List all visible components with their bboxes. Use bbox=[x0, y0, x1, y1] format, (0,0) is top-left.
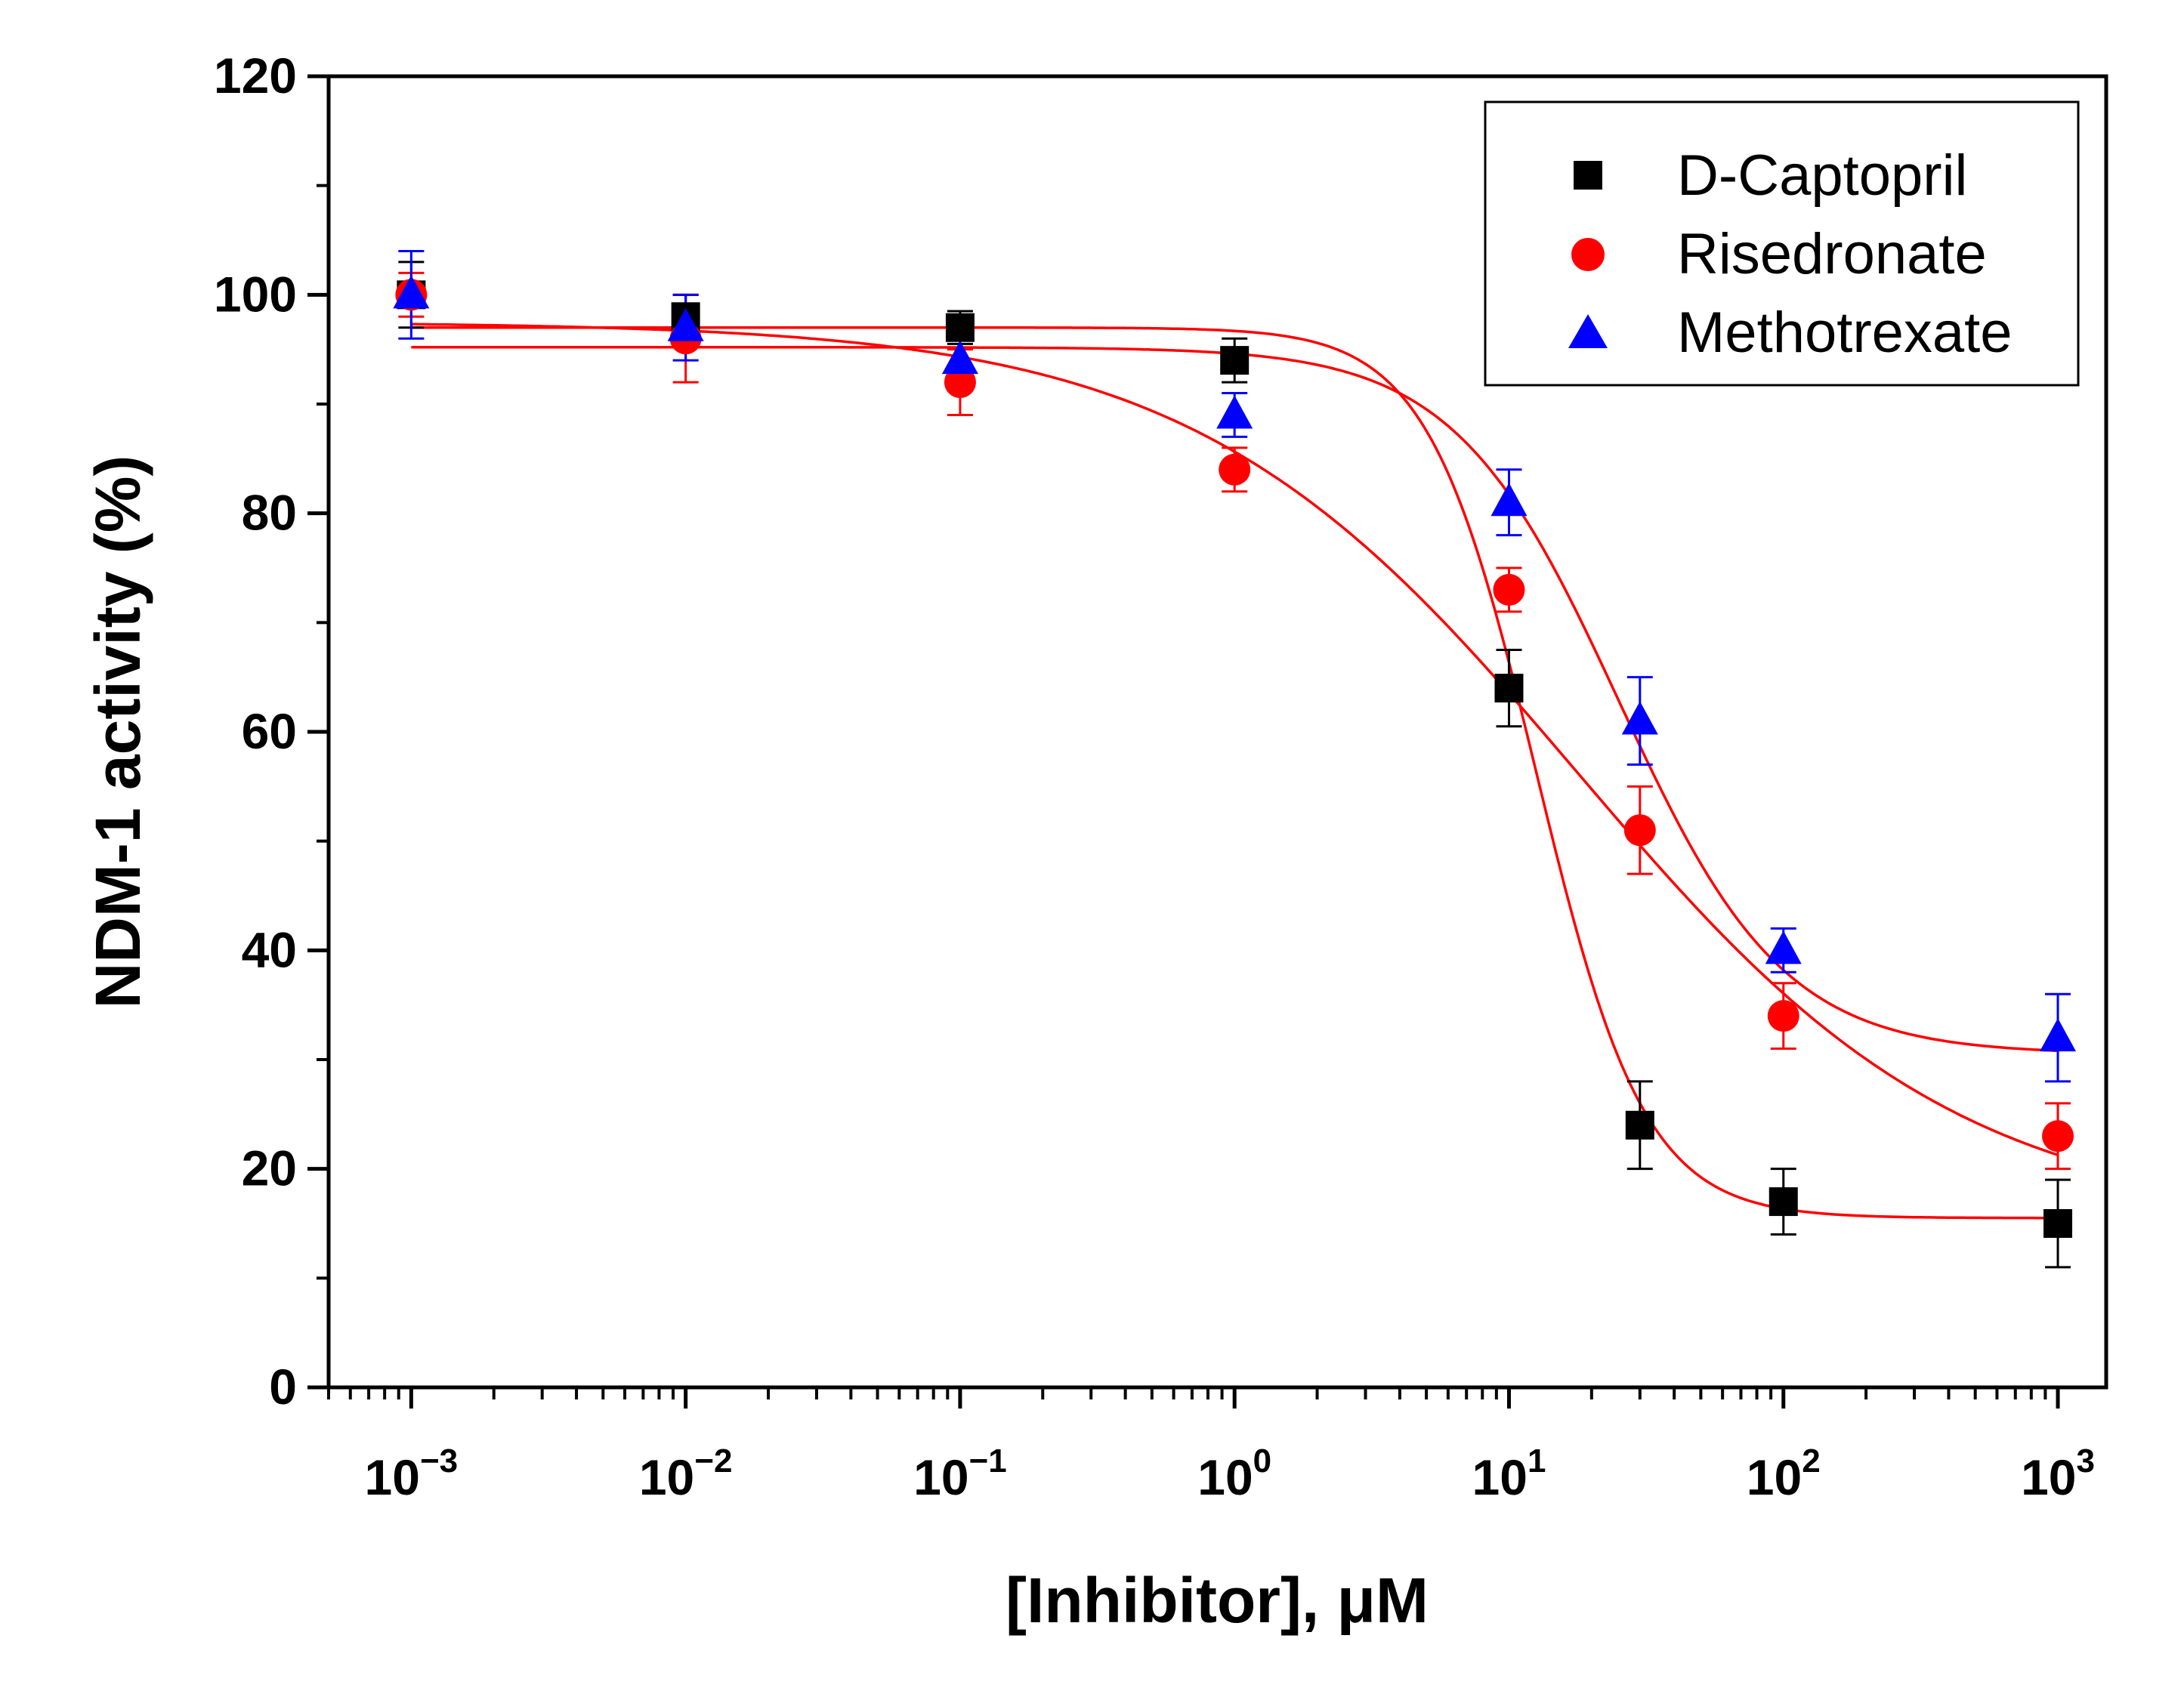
y-tick-label: 80 bbox=[242, 485, 297, 541]
data-point-d-captopril bbox=[2043, 1209, 2073, 1238]
data-point-risedronate bbox=[2042, 1120, 2074, 1152]
data-point-d-captopril bbox=[1494, 674, 1524, 703]
legend: D-Captopril Risedronate Methotrexate bbox=[1484, 100, 2080, 387]
x-tick-label: 103 bbox=[2021, 1443, 2095, 1505]
x-axis-title: [Inhibitor], μM bbox=[1006, 1565, 1429, 1636]
x-tick-label: 10−2 bbox=[639, 1443, 733, 1505]
y-tick-label: 40 bbox=[242, 921, 297, 977]
y-tick-label: 120 bbox=[214, 48, 297, 103]
legend-label-risedronate: Risedronate bbox=[1677, 222, 1987, 286]
data-point-risedronate bbox=[944, 366, 976, 399]
data-point-risedronate bbox=[1623, 814, 1656, 847]
data-point-methotrexate bbox=[667, 307, 704, 341]
data-point-methotrexate bbox=[941, 341, 978, 375]
data-point-methotrexate bbox=[1490, 483, 1528, 517]
x-tick-label: 100 bbox=[1197, 1443, 1271, 1505]
data-point-methotrexate bbox=[1621, 701, 1658, 735]
data-point-d-captopril bbox=[1625, 1110, 1654, 1140]
legend-label-methotrexate: Methotrexate bbox=[1677, 301, 2013, 365]
x-tick-label: 101 bbox=[1472, 1443, 1546, 1505]
data-point-risedronate bbox=[1493, 573, 1525, 606]
legend-marker-methotrexate bbox=[1568, 314, 1608, 348]
legend-label-d-captopril: D-Captopril bbox=[1677, 143, 1967, 208]
legend-marker-d-captopril bbox=[1574, 161, 1602, 190]
data-point-methotrexate bbox=[1765, 930, 1802, 964]
legend-marker-risedronate bbox=[1571, 238, 1605, 271]
y-axis: 0 20 40 60 80 100 120 bbox=[214, 48, 329, 1415]
x-tick-label: 102 bbox=[1747, 1443, 1821, 1505]
data-point-methotrexate bbox=[393, 275, 430, 309]
y-axis-title: NDM-1 activity (%) bbox=[82, 455, 153, 1009]
x-tick-label: 10−1 bbox=[913, 1443, 1007, 1505]
data-point-d-captopril bbox=[945, 313, 975, 342]
y-tick-label: 0 bbox=[269, 1359, 297, 1415]
data-point-risedronate bbox=[1219, 453, 1251, 486]
x-axis: 10−3 10−2 10−1 100 101 102 103 bbox=[327, 1387, 2095, 1505]
data-point-d-captopril bbox=[1220, 346, 1250, 375]
data-point-d-captopril bbox=[1769, 1187, 1798, 1217]
data-point-methotrexate bbox=[2040, 1018, 2077, 1052]
data-point-risedronate bbox=[1767, 1000, 1799, 1032]
y-tick-label: 20 bbox=[242, 1140, 297, 1196]
x-tick-label: 10−3 bbox=[365, 1443, 459, 1505]
y-tick-label: 100 bbox=[214, 266, 297, 322]
y-tick-label: 60 bbox=[242, 703, 297, 759]
data-markers bbox=[393, 275, 2077, 1238]
data-point-methotrexate bbox=[1216, 395, 1253, 429]
